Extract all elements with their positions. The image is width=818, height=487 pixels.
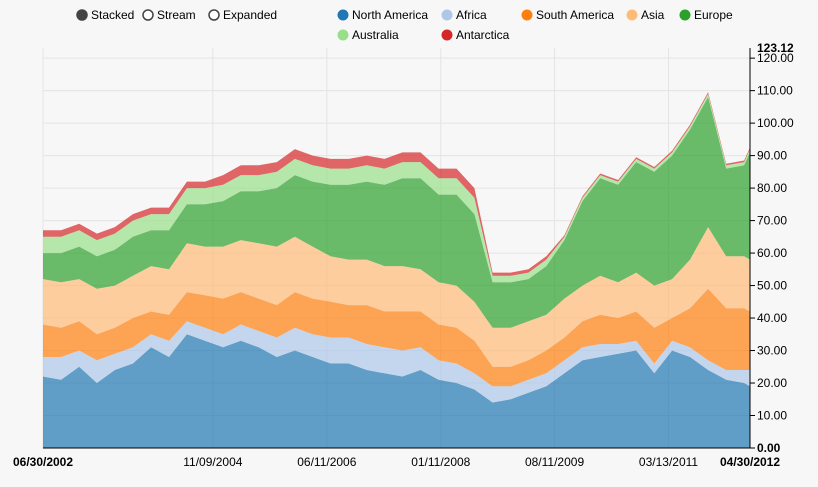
y-tick-label: 110.00 — [757, 84, 793, 98]
x-tick-label: 06/11/2006 — [297, 455, 356, 469]
chart-mode-controls: Stacked Stream Expanded — [76, 8, 277, 22]
y-tick-label: 40.00 — [757, 311, 787, 325]
x-tick-label: 08/11/2009 — [525, 455, 584, 469]
legend-swatch-icon[interactable] — [626, 9, 638, 21]
legend-label: Asia — [641, 8, 665, 22]
legend-item-europe[interactable]: Europe — [679, 8, 733, 22]
y-tick-label: 90.00 — [757, 149, 787, 163]
legend-swatch-icon[interactable] — [337, 29, 349, 41]
chart-legend: North America Africa South America Asia Euro… — [337, 8, 733, 42]
legend-swatch-icon[interactable] — [679, 9, 691, 21]
mode-label: Expanded — [223, 8, 277, 22]
y-tick-label: 80.00 — [757, 181, 787, 195]
legend-item-north-america[interactable]: North America — [337, 8, 428, 22]
y-tick-label: 0.00 — [757, 441, 781, 455]
x-tick-label: 04/30/2012 — [720, 455, 780, 469]
x-tick-label: 01/11/2008 — [411, 455, 470, 469]
legend-swatch-icon[interactable] — [337, 9, 349, 21]
legend-label: Europe — [694, 8, 733, 22]
y-tick-label: 100.00 — [757, 116, 794, 130]
legend-item-south-america[interactable]: South America — [521, 8, 614, 22]
mode-option-stream[interactable]: Stream — [142, 8, 196, 22]
legend-label: Africa — [456, 8, 487, 22]
x-tick-label: 11/09/2004 — [183, 455, 242, 469]
area-south-america[interactable] — [43, 288, 750, 387]
y-axis: 0.00 10.00 20.00 30.00 40.00 50.00 60.00 70.00 8… — [749, 41, 794, 455]
y-tick-label: 10.00 — [757, 409, 787, 423]
y-tick-label: 120.00 — [757, 51, 794, 65]
y-max-label: 123.12 — [757, 41, 794, 55]
radio-icon[interactable] — [142, 9, 154, 21]
legend-label: South America — [536, 8, 614, 22]
x-tick-label: 03/13/2011 — [639, 455, 698, 469]
legend-swatch-icon[interactable] — [441, 29, 453, 41]
legend-label: Antarctica — [456, 28, 510, 42]
legend-label: Australia — [352, 28, 399, 42]
area-north-america[interactable] — [43, 334, 750, 448]
area-series — [43, 92, 750, 448]
mode-label: Stream — [157, 8, 196, 22]
legend-swatch-icon[interactable] — [521, 9, 533, 21]
legend-item-asia[interactable]: Asia — [626, 8, 665, 22]
radio-icon[interactable] — [208, 9, 220, 21]
area-africa[interactable] — [43, 321, 750, 403]
y-tick-label: 60.00 — [757, 246, 787, 260]
y-tick-label: 30.00 — [757, 344, 787, 358]
legend-item-africa[interactable]: Africa — [441, 8, 487, 22]
x-tick-label: 06/30/2002 — [13, 455, 73, 469]
legend-label: North America — [352, 8, 428, 22]
y-tick-label: 70.00 — [757, 214, 787, 228]
y-tick-label: 20.00 — [757, 376, 787, 390]
mode-option-expanded[interactable]: Expanded — [208, 8, 277, 22]
legend-item-antarctica[interactable]: Antarctica — [441, 28, 510, 42]
radio-icon[interactable] — [76, 9, 88, 21]
mode-label: Stacked — [91, 8, 134, 22]
legend-swatch-icon[interactable] — [441, 9, 453, 21]
area-europe[interactable] — [43, 97, 750, 328]
y-tick-label: 50.00 — [757, 279, 787, 293]
area-asia[interactable] — [43, 227, 750, 367]
legend-item-australia[interactable]: Australia — [337, 28, 399, 42]
mode-option-stacked[interactable]: Stacked — [76, 8, 134, 22]
x-axis: 06/30/2002 11/09/2004 06/11/2006 01/11/2008… — [13, 447, 780, 469]
